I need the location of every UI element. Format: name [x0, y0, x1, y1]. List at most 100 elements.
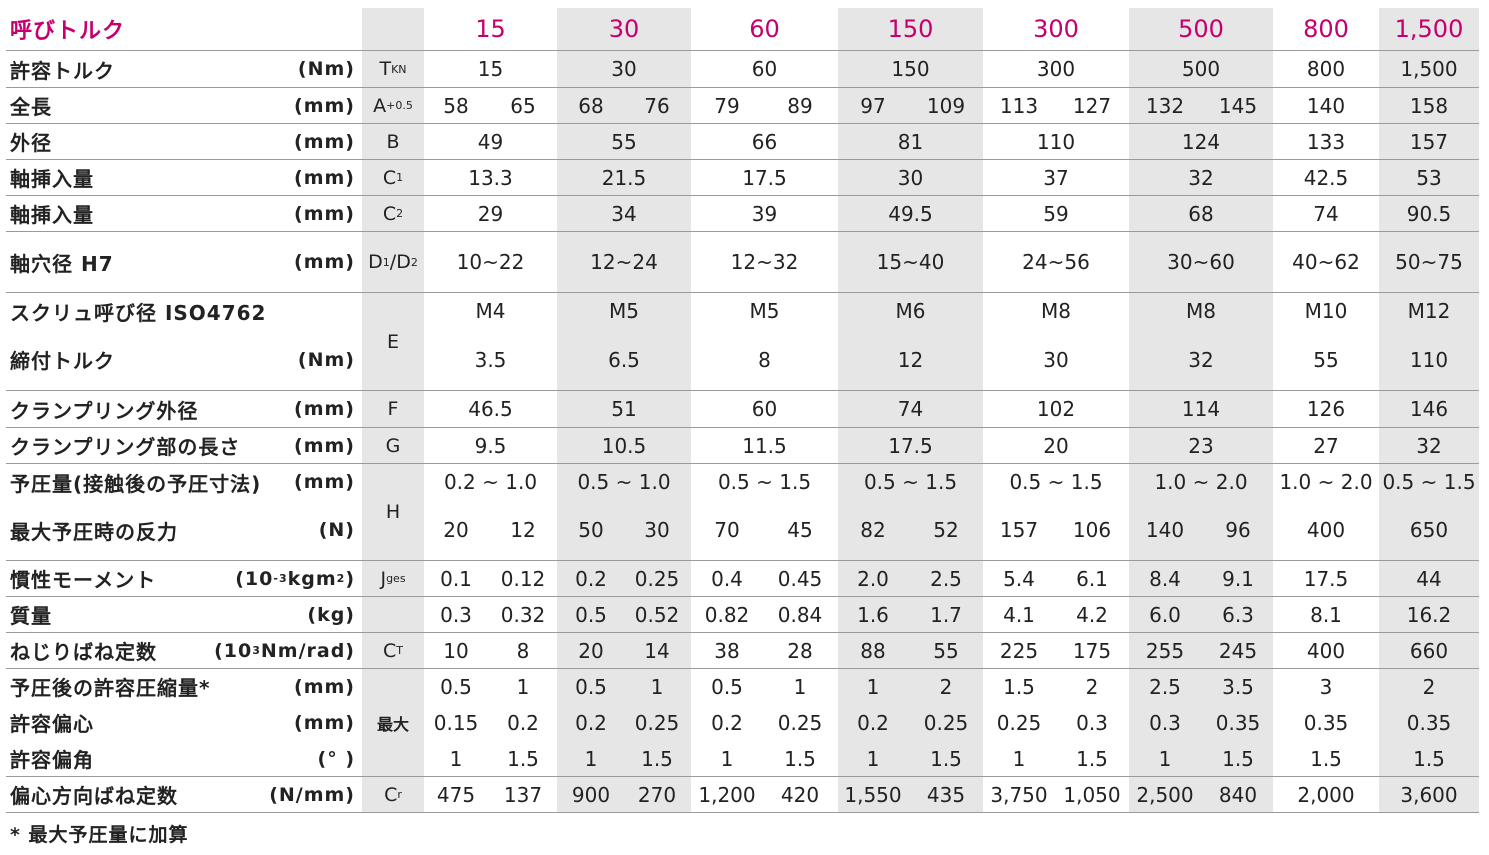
table-cell: 13.3 — [468, 165, 513, 190]
table-row: 軸挿入量 (mm) 29 34 39 49.5 59 68 74 90.5 — [0, 196, 1489, 231]
table-cell: 1.5 — [507, 746, 539, 771]
table-cell: 1 — [449, 746, 463, 771]
row-divider — [6, 292, 1479, 293]
table-cell: 49.5 — [888, 201, 933, 226]
table-cell: 0.5 ~ 1.5 — [1382, 470, 1476, 494]
table-cell: 60 — [751, 397, 778, 421]
table-cell: 50~75 — [1395, 250, 1463, 274]
row-divider — [6, 50, 1479, 51]
table-cell: 157 — [999, 518, 1039, 542]
table-cell: 65 — [510, 93, 536, 118]
row-divider — [6, 123, 1479, 124]
table-cell: 132 — [1145, 93, 1185, 118]
table-cell: 0.25 — [634, 566, 680, 591]
table-cell: 3,750 — [990, 782, 1048, 807]
table-cell: 74 — [1313, 201, 1339, 226]
table-cell: 12 — [897, 347, 924, 372]
table-cell: 23 — [1188, 433, 1214, 458]
table-cell: 0.3 — [440, 602, 472, 627]
row-label: 締付トルク — [10, 349, 115, 373]
table-cell: 0.32 — [500, 602, 546, 627]
table-cell: 34 — [611, 201, 637, 226]
table-cell: 28 — [787, 638, 813, 663]
table-cell: 55 — [611, 129, 637, 154]
table-cell: 0.2 ~ 1.0 — [443, 470, 538, 494]
table-cell: M4 — [475, 299, 506, 323]
table-cell: 1,200 — [698, 782, 756, 807]
table-cell: 109 — [926, 93, 966, 118]
row-label: 偏心方向ばね定数 — [10, 784, 178, 808]
row-unit: (mm) — [294, 398, 355, 420]
table-cell: 55 — [1313, 347, 1339, 372]
table-cell: 74 — [897, 397, 924, 421]
row-label: ねじりばね定数 — [10, 640, 157, 664]
table-cell: 17.5 — [742, 165, 787, 190]
size-500-band — [1129, 8, 1273, 812]
table-cell: 0.5 ~ 1.0 — [577, 470, 671, 494]
table-cell: 6.1 — [1076, 566, 1108, 591]
table-cell: 30 — [897, 165, 924, 190]
row-label: 軸穴径 H7 — [10, 251, 114, 276]
table-row: 偏心方向ばね定数 (N/mm) 475 137 900 270 1,200 420 1,550 4… — [0, 777, 1489, 812]
table-cell: 3 — [1319, 674, 1333, 699]
table-row: 慣性モーメント (10 -3 kgm 2) 0.1 0.12 0.2 0.25 0.4 0.45 2… — [0, 561, 1489, 596]
table-cell: 0.5 ~ 1.5 — [863, 470, 958, 494]
table-cell: 0.15 — [433, 710, 479, 735]
table-cell: 88 — [860, 638, 886, 663]
table-cell: 0.1 — [440, 566, 472, 591]
symbol-g: G — [385, 434, 401, 457]
table-cell: 0.5 ~ 1.5 — [1009, 470, 1103, 494]
table-cell: 20 — [578, 638, 604, 663]
table-cell: 500 — [1181, 57, 1221, 81]
table-cell: M6 — [895, 299, 926, 323]
row-label: 予圧量(接触後の予圧寸法) — [10, 471, 262, 496]
table-cell: 10.5 — [601, 433, 647, 458]
table-cell: 15~40 — [876, 250, 945, 274]
table-row: 全長 (mm) 58 65 68 76 79 89 97 109 113 127 132 145 140 15… — [0, 88, 1489, 123]
table-cell: 106 — [1072, 518, 1112, 542]
table-cell: 30 — [1043, 347, 1069, 372]
table-cell: M8 — [1041, 299, 1071, 323]
table-row: クランプリング部の長さ (mm) 9.5 10.5 11.5 17.5 20 23 27 32 — [0, 428, 1489, 463]
table-cell: 8 — [516, 638, 530, 663]
table-cell: 44 — [1416, 566, 1442, 591]
table-cell: 49 — [477, 129, 504, 154]
symbol-t-kn: T KN — [379, 58, 407, 80]
size-150-band — [838, 8, 983, 812]
table-cell: 0.4 — [711, 566, 743, 591]
table-cell: 40~62 — [1292, 250, 1360, 274]
symbol-f: F — [387, 398, 399, 420]
table-row: 締付トルク (Nm) 3.5 6.5 8 12 30 32 55 110 — [0, 329, 1489, 390]
table-row: 許容偏心 (mm) 0.15 0.2 0.2 0.25 0.2 0.25 0.2 0.25 0.25… — [0, 705, 1489, 740]
table-cell: 1.5 — [930, 746, 962, 771]
table-cell: 96 — [1225, 518, 1251, 542]
symbol-column-band — [362, 8, 424, 812]
row-divider — [6, 195, 1479, 196]
table-row: 軸挿入量 (mm) 13.3 21.5 17.5 30 37 32 42.5 53 — [0, 160, 1489, 195]
table-row: スクリュ呼び径 ISO4762 M4 M5 M5 M6 M8 M8 M10 M12 — [0, 293, 1489, 329]
table-cell: M5 — [749, 299, 780, 323]
row-label: クランプリング部の長さ — [10, 435, 241, 459]
row-unit: (mm) — [294, 434, 355, 457]
table-cell: 110 — [1036, 129, 1076, 154]
row-label: 軸挿入量 — [10, 203, 94, 227]
header-row: 呼びトルク 15 30 60 150 300 500 800 1,500 — [0, 8, 1489, 50]
header-size: 150 — [887, 15, 934, 43]
table-cell: 124 — [1181, 129, 1221, 154]
row-divider — [6, 159, 1479, 160]
row-label: 許容偏角 — [10, 748, 94, 772]
row-label: 全長 — [10, 95, 52, 119]
table-cell: 225 — [999, 638, 1039, 663]
table-cell: 6.5 — [608, 347, 640, 372]
table-cell: 0.2 — [575, 710, 607, 735]
table-cell: 37 — [1043, 165, 1069, 190]
table-cell: 157 — [1409, 129, 1449, 154]
table-cell: 1 — [650, 674, 664, 699]
row-divider — [6, 812, 1479, 813]
table-cell: 30 — [644, 518, 670, 542]
table-cell: 255 — [1145, 638, 1185, 663]
table-cell: 2 — [939, 674, 953, 699]
